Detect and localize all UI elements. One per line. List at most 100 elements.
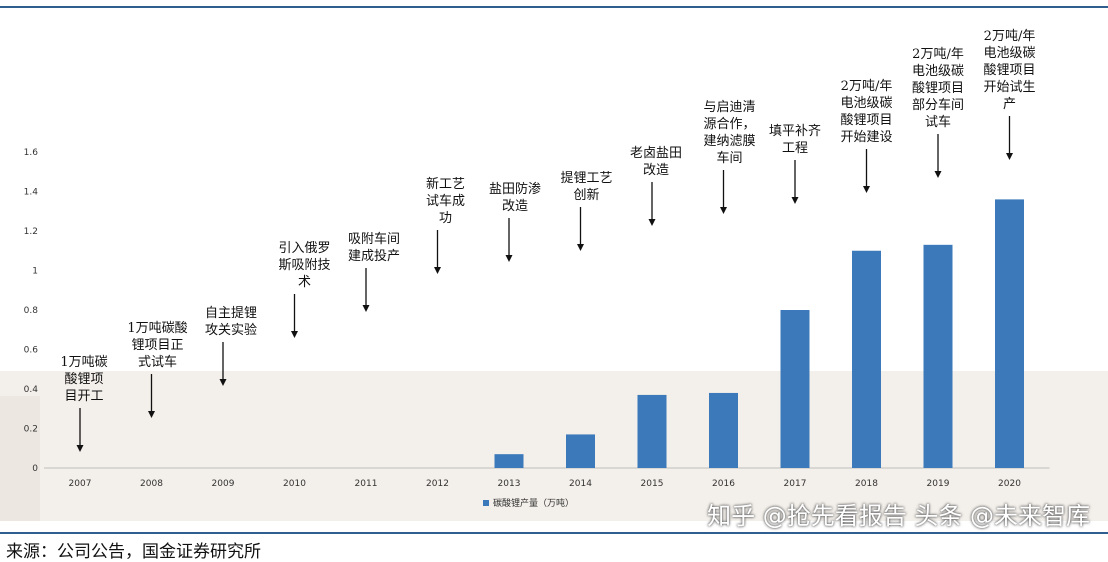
annotation-arrowhead	[362, 305, 370, 312]
annotation-line: 目开工	[64, 389, 103, 404]
y-axis: 0 0.2 0.4 0.6 0.8 1 1.2 1.4 1.6	[24, 148, 39, 474]
top-rule	[0, 6, 1108, 8]
annotation-line: 开始建设	[840, 130, 892, 145]
bar	[566, 434, 595, 468]
y-tick-label: 0.8	[24, 306, 39, 316]
bar	[852, 250, 881, 468]
annotation-line: 试车成	[426, 193, 465, 209]
annotation-line: 产	[1003, 97, 1016, 112]
annotation-arrowhead	[791, 197, 799, 204]
annotation-line: 酸锂项目	[983, 63, 1035, 78]
annotation-line: 创新	[573, 187, 599, 203]
annotation-line: 电池级碳	[840, 96, 892, 111]
annotation-line: 2万吨/年	[984, 29, 1036, 44]
x-tick-label: 2014	[569, 479, 592, 489]
annotation-line: 酸锂项	[64, 372, 103, 387]
legend: 碳酸锂产量（万吨）	[483, 497, 574, 509]
annotation-line: 术	[298, 275, 311, 290]
y-tick-label: 1.4	[24, 188, 39, 198]
annotation-line: 锂项目正	[131, 338, 183, 353]
bar	[780, 310, 810, 468]
annotation-arrowhead	[720, 207, 727, 214]
annotations: 1万吨碳酸锂项目开工1万吨碳酸锂项目正式试车自主提锂攻关实验引入俄罗斯吸附技术吸…	[60, 29, 1036, 452]
x-tick-label: 2019	[927, 479, 950, 489]
bar	[709, 392, 738, 468]
x-tick-label: 2017	[784, 479, 807, 489]
annotation-line: 提锂工艺	[560, 170, 612, 186]
y-tick-label: 1.2	[24, 227, 38, 237]
annotation-line: 电池级碳	[912, 64, 964, 79]
annotation-line: 部分车间	[912, 97, 964, 113]
annotation-line: 与启迪清	[703, 100, 755, 115]
annotation-line: 酸锂项目	[912, 81, 964, 96]
x-tick-label: 2011	[355, 479, 378, 489]
y-tick-label: 0	[32, 464, 38, 474]
annotation-arrowhead	[934, 171, 942, 178]
background-band-left	[0, 396, 40, 521]
annotation-arrowhead	[648, 219, 656, 226]
annotation-line: 1万吨碳酸	[127, 321, 187, 336]
x-tick-label: 2020	[998, 479, 1021, 489]
annotation-line: 自主提锂	[205, 305, 257, 321]
annotation-line: 吸附车间	[348, 231, 400, 247]
y-tick-label: 1	[32, 267, 38, 277]
x-tick-label: 2009	[212, 479, 235, 489]
annotation-line: 功	[439, 211, 452, 226]
annotation-line: 2万吨/年	[912, 47, 964, 62]
x-tick-label: 2018	[855, 479, 878, 489]
legend-swatch	[483, 500, 489, 506]
source-note: 来源：公司公告，国金证券研究所	[6, 542, 261, 562]
legend-label: 碳酸锂产量（万吨）	[493, 497, 574, 509]
bar	[995, 199, 1024, 468]
annotation-line: 酸锂项目	[840, 113, 892, 128]
x-tick-label: 2015	[641, 479, 664, 489]
bar	[494, 454, 524, 468]
annotation-line: 填平补齐	[769, 123, 821, 139]
background-band	[0, 371, 1108, 521]
x-axis: 2007 2008 2009 2010 2011 2012 2013 2014 2015 2016…	[44, 467, 1050, 489]
x-tick-label: 2013	[498, 479, 521, 489]
annotation-line: 新工艺	[426, 176, 465, 192]
annotation-line: 盐田防渗	[489, 181, 541, 197]
annotation-line: 引入俄罗	[278, 241, 330, 256]
annotation-arrowhead	[434, 267, 441, 274]
x-tick-label: 2008	[140, 479, 163, 489]
annotation-arrowhead	[1006, 153, 1013, 160]
annotation-line: 攻关实验	[205, 322, 257, 338]
annotation-arrowhead	[577, 244, 584, 251]
annotation-line: 试车	[925, 114, 951, 130]
y-tick-label: 0.6	[24, 346, 39, 356]
annotation-line: 车间	[716, 150, 742, 166]
annotation-arrowhead	[76, 445, 84, 452]
annotation-line: 建纳滤膜	[703, 134, 755, 149]
y-tick-label: 0.4	[24, 385, 39, 395]
bottom-rule	[0, 532, 1108, 534]
annotation-arrowhead	[505, 255, 513, 262]
annotation-line: 1万吨碳	[60, 355, 107, 370]
annotation-line: 工程	[782, 141, 808, 156]
watermark: 知乎 @抢先看报告 头条 @未来智库	[707, 502, 1090, 530]
annotation-line: 建成投产	[348, 248, 400, 264]
annotation-arrowhead	[291, 331, 298, 338]
annotation-line: 开始试生	[983, 80, 1035, 95]
annotation-line: 2万吨/年	[841, 79, 893, 94]
x-tick-label: 2010	[283, 479, 306, 489]
x-tick-label: 2007	[69, 479, 92, 489]
annotation-line: 源合作，	[703, 117, 755, 132]
annotation-line: 斯吸附技	[278, 258, 330, 273]
bars	[494, 199, 1024, 468]
annotation-line: 改造	[643, 163, 669, 178]
